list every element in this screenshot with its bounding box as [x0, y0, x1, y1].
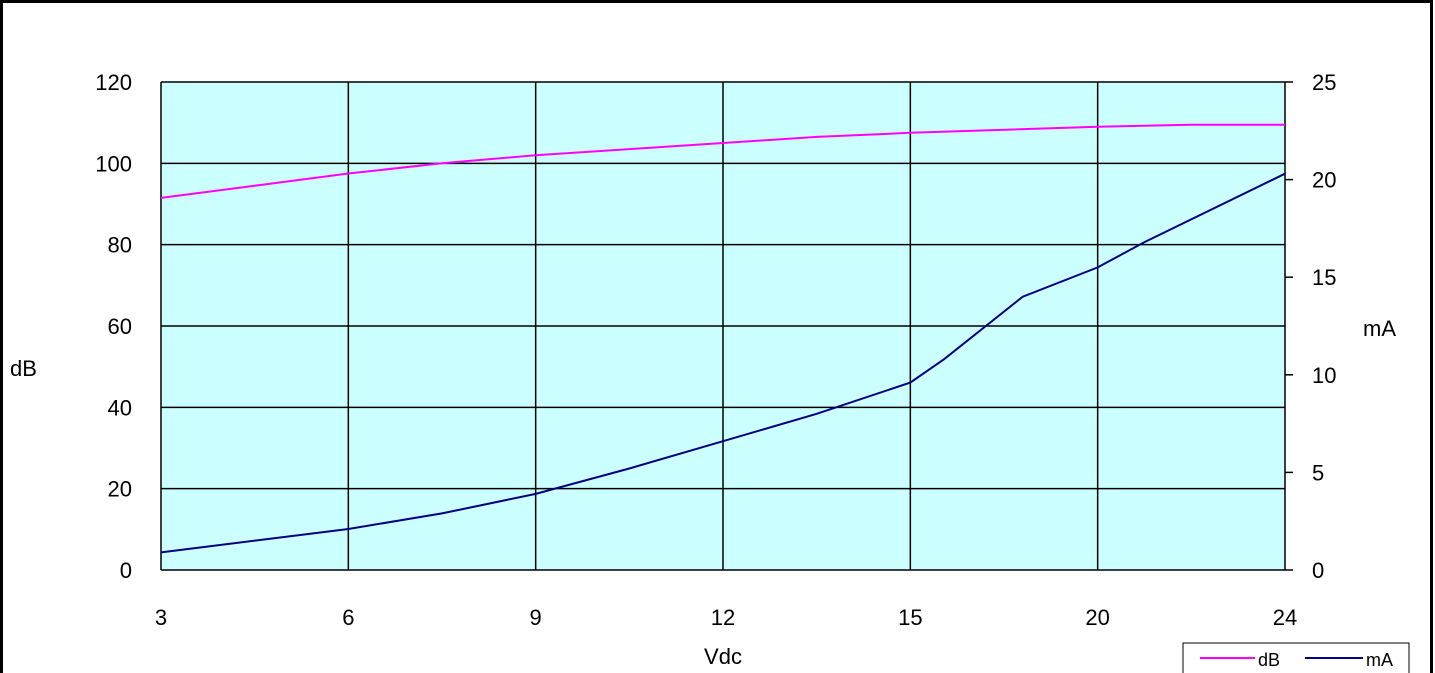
- tick-labels: 3 6 9 12 15 20 24 0 20 40 60 80 100 120 0 5 10 15 20 25: [95, 70, 1336, 630]
- x-tick-label: 6: [342, 605, 354, 630]
- y-left-tick-label: 40: [108, 395, 132, 420]
- legend-label-ma: mA: [1366, 650, 1393, 670]
- y-right-tick-label: 25: [1312, 70, 1336, 95]
- y-axis-left-label: dB: [10, 356, 37, 381]
- y-left-tick-label: 60: [108, 314, 132, 339]
- series-line-db: [160, 123, 1285, 199]
- y-right-tick-label: 20: [1312, 168, 1336, 193]
- y-left-tick-label: 0: [120, 558, 132, 583]
- y-right-tick-label: 10: [1312, 363, 1336, 388]
- y-left-tick-label: 80: [108, 233, 132, 258]
- x-tick-label: 24: [1273, 605, 1297, 630]
- legend-box: [1182, 642, 1410, 673]
- x-tick-label: 3: [155, 605, 167, 630]
- y-right-tick-label: 5: [1312, 460, 1324, 485]
- x-tick-label: 12: [711, 605, 735, 630]
- grid-lines: [160, 81, 1293, 571]
- legend: dB mA: [1182, 642, 1410, 673]
- y-left-tick-label: 20: [108, 477, 132, 502]
- x-tick-label: 15: [898, 605, 922, 630]
- x-tick-label: 20: [1085, 605, 1109, 630]
- y-axis-right-label: mA: [1363, 316, 1396, 341]
- series-lines: [160, 123, 1286, 554]
- y-left-tick-label: 100: [95, 151, 132, 176]
- y-left-tick-label: 120: [95, 70, 132, 95]
- y-right-tick-label: 0: [1312, 558, 1324, 583]
- y-right-tick-label: 15: [1312, 265, 1336, 290]
- x-axis-label: Vdc: [704, 644, 742, 669]
- legend-label-db: dB: [1258, 650, 1280, 670]
- series-line-ma: [160, 172, 1286, 554]
- x-tick-label: 9: [530, 605, 542, 630]
